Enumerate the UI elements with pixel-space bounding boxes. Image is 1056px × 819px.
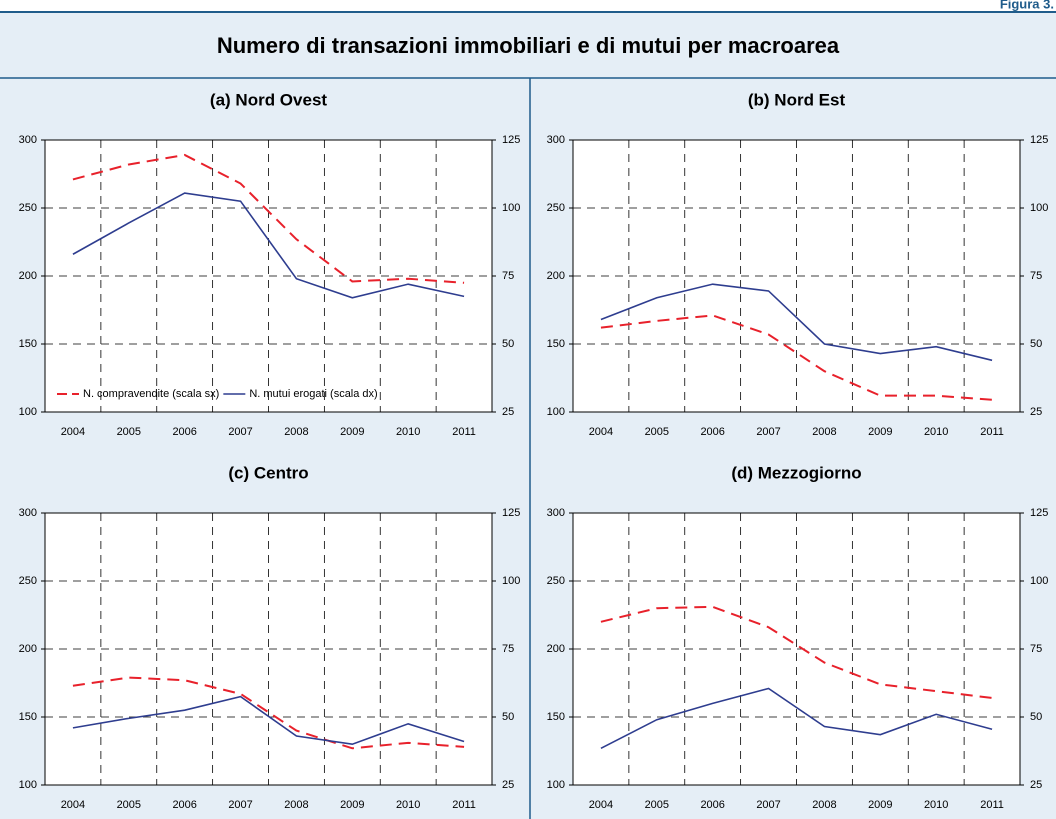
y-tick-label: 100 — [19, 779, 37, 791]
x-tick-label: 2006 — [700, 799, 724, 811]
x-tick-label: 2008 — [812, 799, 836, 811]
x-tick-label: 2009 — [340, 799, 364, 811]
x-tick-label: 2005 — [117, 799, 141, 811]
series-line — [600, 314, 993, 401]
x-tick-label: 2009 — [868, 799, 892, 811]
series-line — [600, 687, 993, 749]
x-tick-label: 2008 — [812, 426, 836, 438]
x-tick-label: 2009 — [340, 426, 364, 438]
x-tick-label: 2011 — [452, 426, 476, 438]
y2-tick-label: 75 — [502, 643, 514, 655]
y-tick-label: 200 — [19, 270, 37, 282]
x-tick-label: 2010 — [396, 426, 420, 438]
x-tick-label: 2004 — [589, 799, 613, 811]
x-tick-label: 2007 — [228, 799, 252, 811]
y2-tick-label: 125 — [502, 507, 520, 519]
y-tick-label: 100 — [19, 406, 37, 418]
y-tick-label: 300 — [547, 134, 565, 146]
x-tick-label: 2004 — [589, 426, 613, 438]
y2-tick-label: 50 — [1030, 338, 1042, 350]
x-tick-label: 2006 — [172, 799, 196, 811]
y2-tick-label: 25 — [502, 406, 514, 418]
series-line — [600, 605, 993, 699]
y2-tick-label: 100 — [502, 575, 520, 587]
y-tick-label: 300 — [19, 134, 37, 146]
y-tick-label: 200 — [19, 643, 37, 655]
x-tick-label: 2010 — [924, 799, 948, 811]
x-tick-label: 2008 — [284, 426, 308, 438]
x-tick-label: 2008 — [284, 799, 308, 811]
y-tick-label: 150 — [547, 338, 565, 350]
legend-label: N. mutui erogati (scala dx) — [249, 388, 377, 400]
x-tick-label: 2011 — [452, 799, 476, 811]
y-tick-label: 150 — [547, 711, 565, 723]
panel-title: (a) Nord Ovest — [210, 90, 327, 109]
x-tick-label: 2004 — [61, 426, 85, 438]
y-tick-label: 300 — [547, 507, 565, 519]
series-line — [72, 192, 465, 299]
series-line — [72, 153, 465, 284]
x-tick-label: 2011 — [980, 426, 1004, 438]
y-tick-label: 150 — [19, 711, 37, 723]
figure-label: Figura 3. — [1000, 0, 1054, 11]
y2-tick-label: 75 — [1030, 270, 1042, 282]
y-tick-label: 100 — [547, 406, 565, 418]
panel-title: (c) Centro — [228, 463, 308, 482]
figure-title: Numero di transazioni immobiliari e di m… — [217, 33, 840, 58]
y2-tick-label: 125 — [1030, 507, 1048, 519]
x-tick-label: 2010 — [924, 426, 948, 438]
y-tick-label: 200 — [547, 270, 565, 282]
y2-tick-label: 25 — [1030, 779, 1042, 791]
x-tick-label: 2010 — [396, 799, 420, 811]
y-tick-label: 200 — [547, 643, 565, 655]
y2-tick-label: 50 — [502, 711, 514, 723]
y-tick-label: 250 — [547, 575, 565, 587]
y2-tick-label: 100 — [1030, 202, 1048, 214]
y2-tick-label: 125 — [1030, 134, 1048, 146]
y-tick-label: 100 — [547, 779, 565, 791]
y-tick-label: 250 — [19, 575, 37, 587]
y2-tick-label: 50 — [1030, 711, 1042, 723]
x-tick-label: 2007 — [756, 426, 780, 438]
series-line — [72, 695, 465, 746]
y-tick-label: 300 — [19, 507, 37, 519]
x-tick-label: 2005 — [645, 799, 669, 811]
y-tick-label: 150 — [19, 338, 37, 350]
legend-label: N. compravendite (scala sx) — [83, 388, 219, 400]
y2-tick-label: 75 — [502, 270, 514, 282]
series-line — [600, 283, 993, 362]
panel-title: (b) Nord Est — [748, 90, 846, 109]
x-tick-label: 2006 — [172, 426, 196, 438]
x-tick-label: 2007 — [756, 799, 780, 811]
x-tick-label: 2007 — [228, 426, 252, 438]
y2-tick-label: 125 — [502, 134, 520, 146]
series-line — [72, 676, 465, 750]
y2-tick-label: 25 — [502, 779, 514, 791]
x-tick-label: 2011 — [980, 799, 1004, 811]
x-tick-label: 2005 — [645, 426, 669, 438]
x-tick-label: 2006 — [700, 426, 724, 438]
y-tick-label: 250 — [547, 202, 565, 214]
x-tick-label: 2009 — [868, 426, 892, 438]
y2-tick-label: 100 — [1030, 575, 1048, 587]
y2-tick-label: 50 — [502, 338, 514, 350]
y2-tick-label: 75 — [1030, 643, 1042, 655]
x-tick-label: 2004 — [61, 799, 85, 811]
y2-tick-label: 100 — [502, 202, 520, 214]
y-tick-label: 250 — [19, 202, 37, 214]
y2-tick-label: 25 — [1030, 406, 1042, 418]
panel-title: (d) Mezzogiorno — [731, 463, 861, 482]
x-tick-label: 2005 — [117, 426, 141, 438]
